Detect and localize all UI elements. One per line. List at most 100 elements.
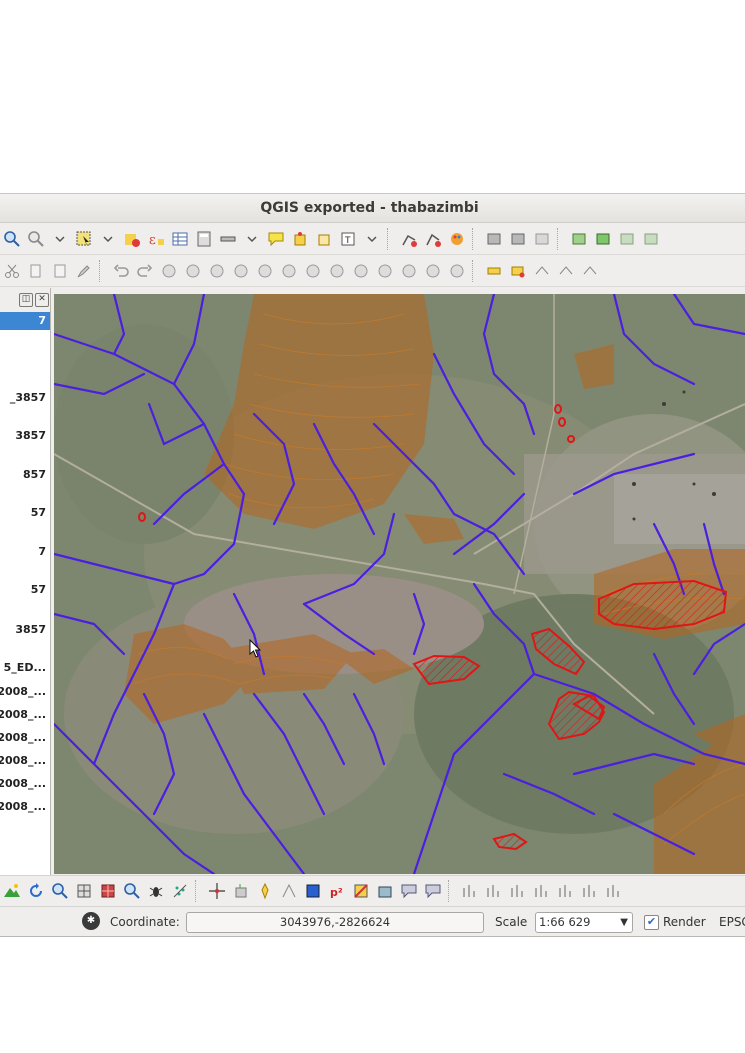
chevron-down-icon[interactable] — [360, 227, 384, 251]
layer-item[interactable]: 57 — [0, 581, 50, 599]
style-icon[interactable] — [445, 227, 469, 251]
plugin-icon[interactable] — [530, 227, 554, 251]
analysis-icon[interactable] — [602, 879, 626, 903]
layer-item[interactable]: 5_ED... — [0, 659, 50, 677]
reshape-icon[interactable] — [421, 227, 445, 251]
deselect-icon[interactable] — [120, 227, 144, 251]
advanced-edit-icon[interactable] — [205, 259, 229, 283]
grid-icon[interactable] — [72, 879, 96, 903]
zoom-in-icon[interactable] — [0, 227, 24, 251]
analysis-icon[interactable] — [482, 879, 506, 903]
add-layer-icon[interactable] — [567, 227, 591, 251]
label-change-icon[interactable] — [578, 259, 602, 283]
advanced-edit-icon[interactable] — [277, 259, 301, 283]
label-pin-icon[interactable] — [506, 259, 530, 283]
color-ramp-icon[interactable] — [349, 879, 373, 903]
crs-status[interactable]: EPSG — [719, 915, 745, 929]
layer-item[interactable]: 3857 — [0, 621, 50, 639]
add-layer-icon[interactable] — [591, 227, 615, 251]
attribute-table-icon[interactable] — [168, 227, 192, 251]
mouse-cursor-icon — [249, 639, 262, 658]
text-annotation-icon[interactable]: T — [336, 227, 360, 251]
map-tips-icon[interactable] — [264, 227, 288, 251]
chat-icon[interactable] — [421, 879, 445, 903]
layer-item[interactable] — [0, 350, 50, 368]
select-features-icon[interactable] — [72, 227, 96, 251]
bug-icon[interactable] — [144, 879, 168, 903]
coordinate-toggle-icon[interactable]: ✱ — [82, 912, 100, 930]
advanced-edit-icon[interactable] — [229, 259, 253, 283]
add-layer-icon[interactable] — [615, 227, 639, 251]
search-icon[interactable] — [120, 879, 144, 903]
coordinate-field[interactable]: 3043976,-2826624 — [186, 912, 484, 933]
analysis-icon[interactable] — [458, 879, 482, 903]
layer-item[interactable]: 57 — [0, 504, 50, 522]
add-feature-icon[interactable] — [229, 879, 253, 903]
chevron-down-icon[interactable] — [48, 227, 72, 251]
zoom-out-icon[interactable] — [24, 227, 48, 251]
new-bookmark-icon[interactable] — [288, 227, 312, 251]
refresh-icon[interactable] — [24, 879, 48, 903]
analysis-icon[interactable] — [530, 879, 554, 903]
analysis-icon[interactable] — [554, 879, 578, 903]
show-bookmarks-icon[interactable] — [312, 227, 336, 251]
scale-select[interactable]: 1:66 629 ▼ — [535, 912, 633, 933]
add-layer-icon[interactable] — [639, 227, 663, 251]
close-panel-button[interactable]: ✕ — [35, 293, 49, 307]
analysis-icon[interactable] — [578, 879, 602, 903]
map-canvas[interactable] — [54, 294, 745, 874]
layer-item[interactable]: 2008_... — [0, 683, 50, 701]
expression-select-icon[interactable]: ε — [144, 227, 168, 251]
layer-item[interactable]: 7 — [0, 312, 50, 330]
advanced-edit-icon[interactable] — [325, 259, 349, 283]
pin-icon[interactable] — [253, 879, 277, 903]
p2-icon[interactable]: p² — [325, 879, 349, 903]
plugin-icon[interactable] — [482, 227, 506, 251]
layer-blue-icon[interactable] — [301, 879, 325, 903]
redo-icon[interactable] — [133, 259, 157, 283]
plugin-icon[interactable] — [506, 227, 530, 251]
point-cloud-icon[interactable] — [168, 879, 192, 903]
identify-icon[interactable] — [48, 879, 72, 903]
undo-icon[interactable] — [109, 259, 133, 283]
analysis-icon[interactable] — [506, 879, 530, 903]
advanced-edit-icon[interactable] — [157, 259, 181, 283]
measure-line-icon[interactable] — [216, 227, 240, 251]
layer-item[interactable]: _3857 — [0, 389, 50, 407]
advanced-edit-icon[interactable] — [253, 259, 277, 283]
crosshair-icon[interactable] — [205, 879, 229, 903]
cut-icon[interactable] — [0, 259, 24, 283]
layer-item[interactable]: 2008_... — [0, 729, 50, 747]
float-panel-button[interactable]: ◫ — [19, 293, 33, 307]
copy-icon[interactable] — [24, 259, 48, 283]
chat-icon[interactable] — [397, 879, 421, 903]
advanced-edit-icon[interactable] — [301, 259, 325, 283]
advanced-edit-icon[interactable] — [349, 259, 373, 283]
digitize-line-icon[interactable] — [397, 227, 421, 251]
label-tool-icon[interactable] — [482, 259, 506, 283]
chevron-down-icon[interactable] — [96, 227, 120, 251]
layout-icon[interactable] — [373, 879, 397, 903]
paste-icon[interactable] — [48, 259, 72, 283]
layer-item[interactable]: 2008_... — [0, 798, 50, 816]
advanced-edit-icon[interactable] — [181, 259, 205, 283]
label-rotate-icon[interactable] — [554, 259, 578, 283]
vector-icon[interactable] — [277, 879, 301, 903]
render-checkbox[interactable]: ✔ — [644, 915, 659, 930]
advanced-edit-icon[interactable] — [397, 259, 421, 283]
raster-icon[interactable] — [96, 879, 120, 903]
layer-item[interactable]: 7 — [0, 543, 50, 561]
layer-item[interactable]: 2008_... — [0, 775, 50, 793]
terrain-icon[interactable] — [0, 879, 24, 903]
layer-item[interactable]: 2008_... — [0, 706, 50, 724]
field-calculator-icon[interactable] — [192, 227, 216, 251]
label-move-icon[interactable] — [530, 259, 554, 283]
edit-icon[interactable] — [72, 259, 96, 283]
layer-item[interactable]: 2008_... — [0, 752, 50, 770]
advanced-edit-icon[interactable] — [445, 259, 469, 283]
chevron-down-icon[interactable] — [240, 227, 264, 251]
layer-item[interactable]: 3857 — [0, 427, 50, 445]
advanced-edit-icon[interactable] — [373, 259, 397, 283]
advanced-edit-icon[interactable] — [421, 259, 445, 283]
layer-item[interactable]: 857 — [0, 466, 50, 484]
